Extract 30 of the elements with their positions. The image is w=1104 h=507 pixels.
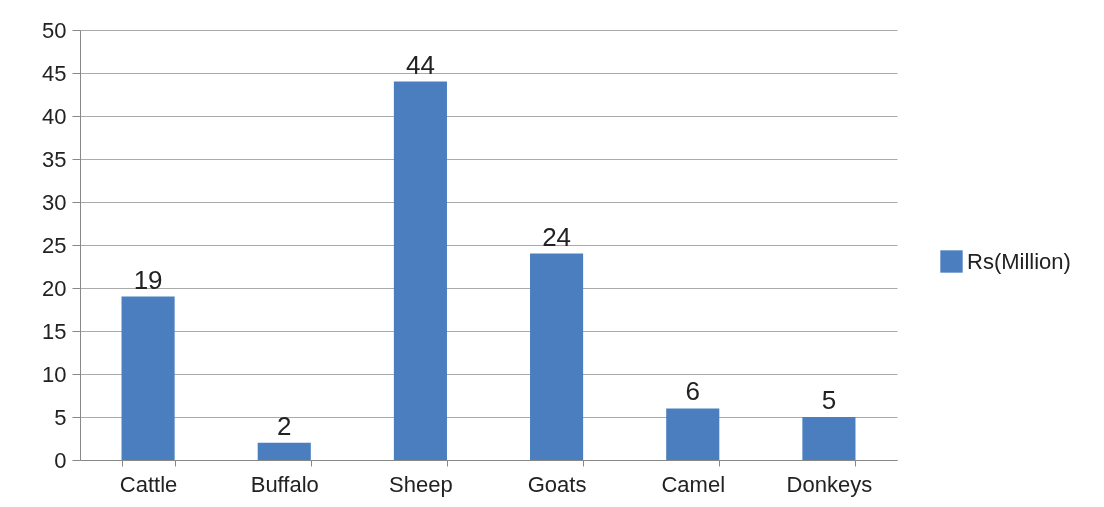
bar	[257, 442, 311, 460]
x-tick-label: Camel	[661, 471, 726, 497]
y-tick-label: 10	[42, 361, 67, 387]
x-tick-label: Buffalo	[250, 471, 319, 497]
y-tick-label: 35	[42, 146, 67, 172]
y-tick-label: 25	[42, 232, 67, 258]
y-tick-label: 50	[42, 17, 67, 43]
data-label: 19	[133, 264, 163, 295]
y-tick-label: 40	[42, 103, 67, 129]
y-tick-label: 15	[42, 318, 67, 344]
bar	[393, 81, 447, 460]
bar	[530, 253, 584, 460]
y-tick-label: 20	[42, 275, 67, 301]
x-tick-label: Sheep	[389, 471, 453, 497]
data-label: 6	[685, 376, 700, 407]
x-tick-label: Cattle	[119, 471, 178, 497]
y-tick-label: 30	[42, 189, 67, 215]
data-label: 24	[542, 221, 572, 252]
y-tick-label: 45	[42, 60, 67, 86]
x-tick-label: Goats	[527, 471, 587, 497]
bar	[121, 296, 175, 460]
bar	[666, 408, 720, 460]
x-tick-label: Donkeys	[786, 471, 873, 497]
y-tick-label: 5	[54, 404, 67, 430]
data-label: 44	[405, 49, 435, 80]
y-tick-label: 0	[54, 447, 67, 473]
legend-label: Rs(Million)	[967, 248, 1071, 274]
data-label: 5	[821, 385, 837, 415]
data-label: 2	[277, 410, 292, 441]
bar	[802, 417, 856, 460]
